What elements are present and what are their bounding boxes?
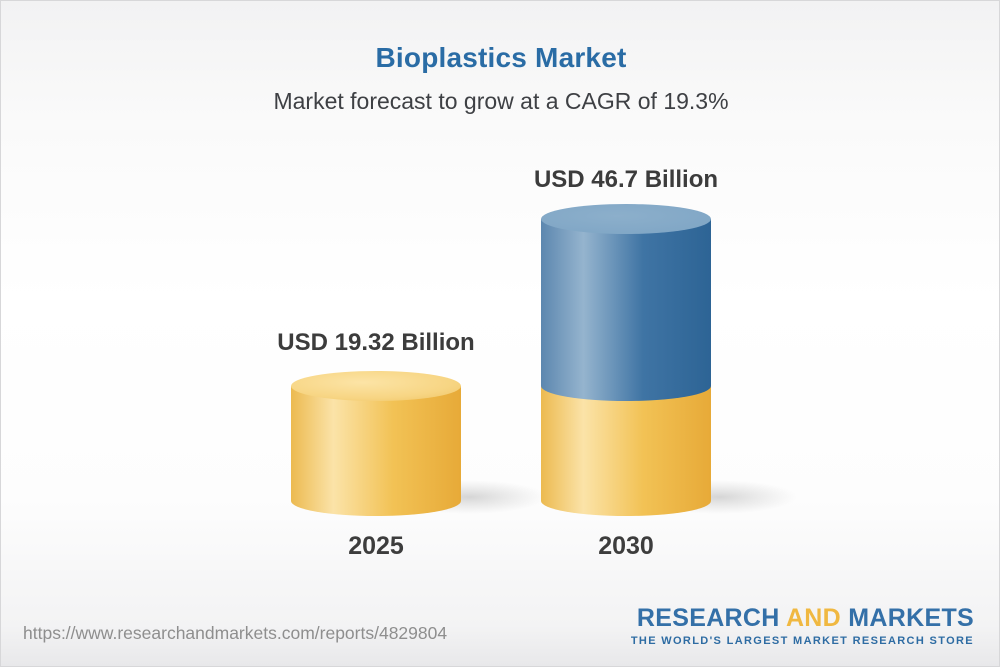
research-and-markets-logo: RESEARCH AND MARKETS THE WORLD'S LARGEST… xyxy=(630,604,974,647)
value-label-2030: USD 46.7 Billion xyxy=(533,166,719,193)
logo-word-markets: MARKETS xyxy=(848,604,974,632)
bar-2025-body xyxy=(291,386,461,516)
bar-2030-top-cap xyxy=(541,204,711,234)
value-label-2025: USD 19.32 Billion xyxy=(277,329,475,356)
bar-2025-cylinder xyxy=(291,371,461,516)
logo-wordmark: RESEARCH AND MARKETS xyxy=(636,604,974,633)
logo-word-research: RESEARCH xyxy=(636,604,780,632)
page-title: Bioplastics Market xyxy=(375,42,627,73)
logo-word-and: AND xyxy=(785,604,842,632)
page-subtitle: Market forecast to grow at a CAGR of 19.… xyxy=(273,88,729,114)
category-label-2030: 2030 xyxy=(598,532,654,560)
category-label-2025: 2025 xyxy=(348,532,404,560)
report-url: https://www.researchandmarkets.com/repor… xyxy=(23,623,448,643)
bar-2030-base-segment xyxy=(541,384,711,516)
logo-tagline: THE WORLD'S LARGEST MARKET RESEARCH STOR… xyxy=(630,634,974,647)
bar-2030-cylinder xyxy=(541,204,711,516)
bar-2025-top-cap xyxy=(291,371,461,401)
bar-2030-growth-segment xyxy=(541,219,711,401)
